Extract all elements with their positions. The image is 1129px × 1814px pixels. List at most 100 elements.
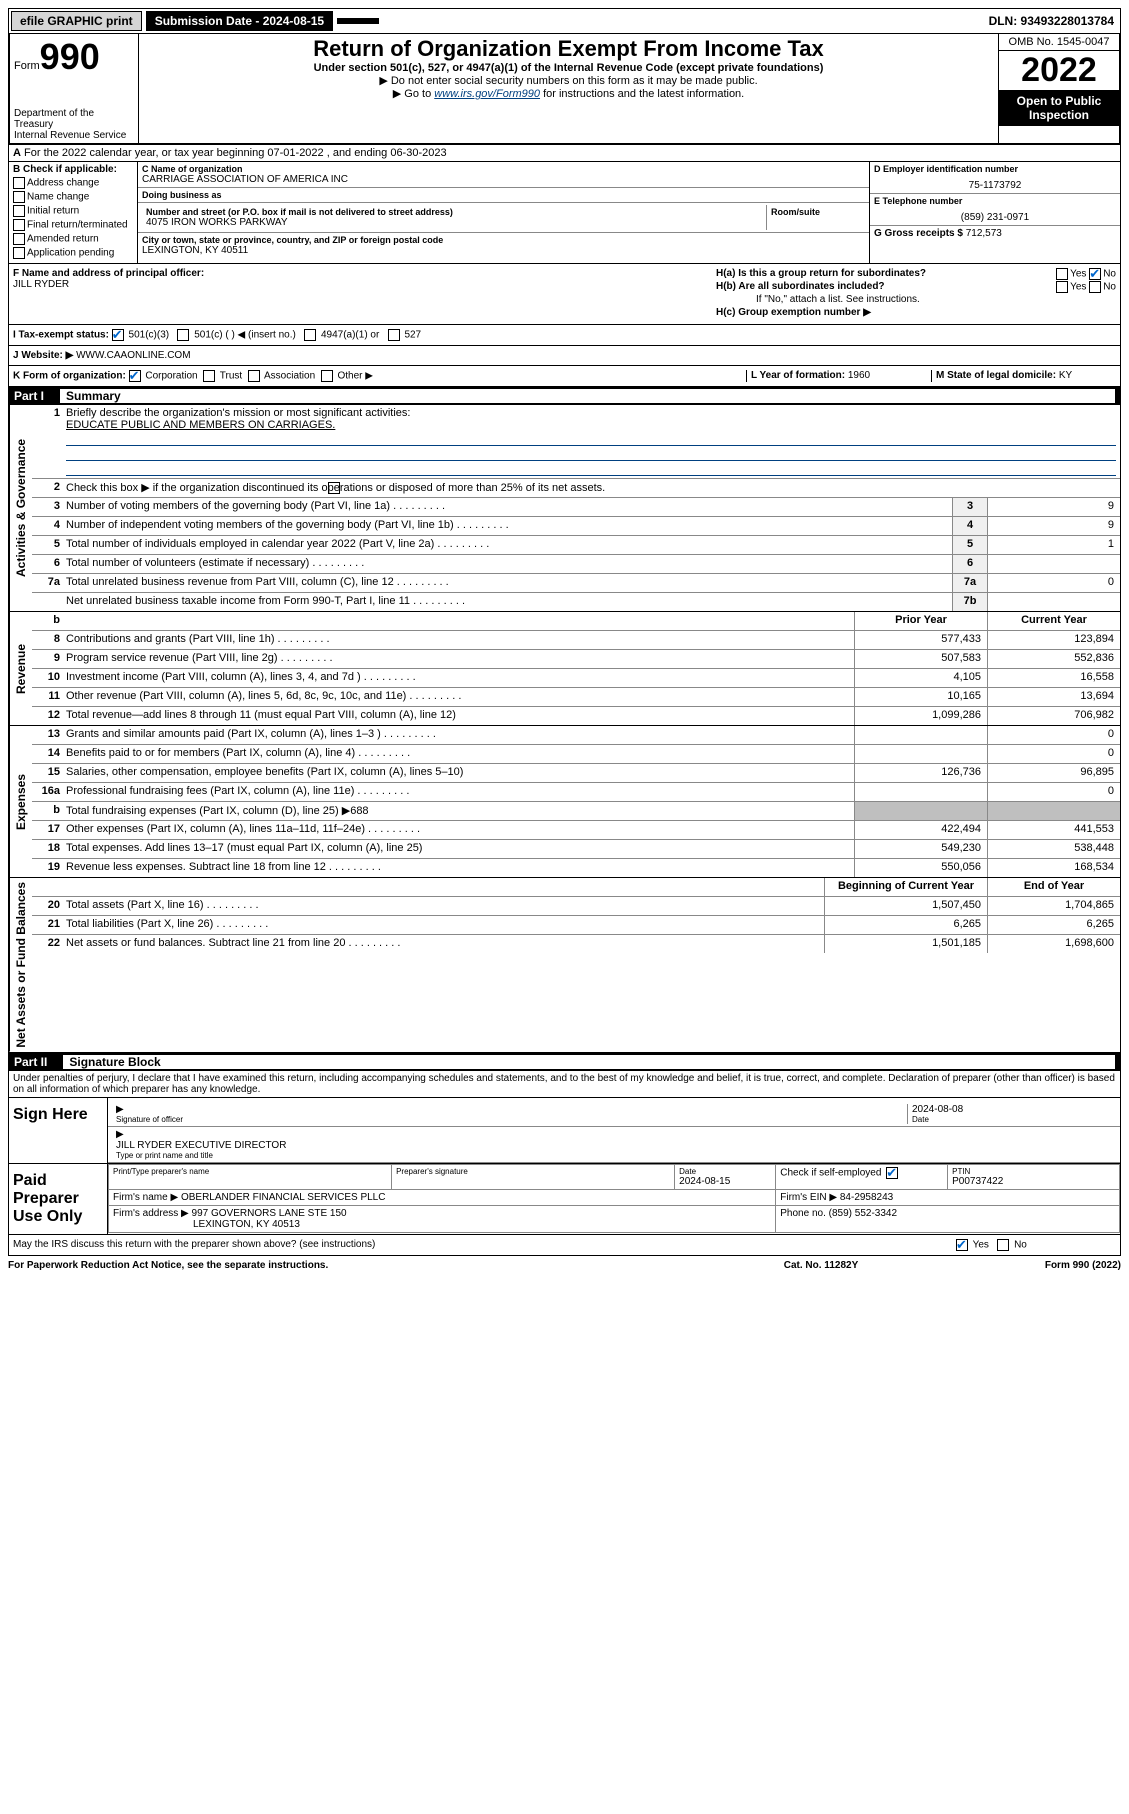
v5: 1 (987, 536, 1120, 554)
chk-501c[interactable] (177, 329, 189, 341)
open-public-label: Open to Public Inspection (999, 90, 1119, 126)
v8p: 577,433 (854, 631, 987, 649)
form-subtitle-3: ▶ Go to www.irs.gov/Form990 for instruct… (143, 87, 994, 100)
chk-ha-yes[interactable] (1056, 268, 1068, 280)
chk-self-employed[interactable] (886, 1167, 898, 1179)
chk-4947[interactable] (304, 329, 316, 341)
street-value: 4075 IRON WORKS PARKWAY (146, 217, 762, 228)
city-label: City or town, state or province, country… (142, 235, 865, 245)
tax-year: 2022 (999, 51, 1119, 90)
v6 (987, 555, 1120, 573)
form-subtitle-1: Under section 501(c), 527, or 4947(a)(1)… (143, 62, 994, 74)
chk-501c3[interactable] (112, 329, 124, 341)
footer-left: For Paperwork Reduction Act Notice, see … (8, 1260, 721, 1271)
phone-label: E Telephone number (874, 196, 1116, 206)
ha-label: H(a) Is this a group return for subordin… (716, 268, 926, 279)
chk-discontinued[interactable] (328, 482, 340, 494)
officer-name: JILL RYDER EXECUTIVE DIRECTOR (116, 1140, 1112, 1151)
ein-label: D Employer identification number (874, 164, 1116, 174)
dln: DLN: 93493228013784 (983, 12, 1120, 30)
block-bcdeg: B Check if applicable: Address change Na… (8, 162, 1121, 264)
v12c: 706,982 (987, 707, 1120, 725)
footer-right: Form 990 (2022) (921, 1260, 1121, 1271)
chk-final-return[interactable] (13, 219, 25, 231)
firm-addr1: 997 GOVERNORS LANE STE 150 (192, 1208, 347, 1219)
chk-trust[interactable] (203, 370, 215, 382)
irs-link[interactable]: www.irs.gov/Form990 (434, 88, 540, 100)
v11p: 10,165 (854, 688, 987, 706)
paid-preparer-label: Paid Preparer Use Only (9, 1164, 108, 1234)
v16bc (987, 802, 1120, 820)
firm-addr2: LEXINGTON, KY 40513 (113, 1219, 300, 1230)
f-name: JILL RYDER (13, 279, 708, 290)
form-label: Form990 (14, 36, 134, 78)
chk-name-change[interactable] (13, 191, 25, 203)
gross-receipts-value: 712,573 (966, 228, 1002, 239)
v20c: 1,704,865 (987, 897, 1120, 915)
f-label: F Name and address of principal officer: (13, 268, 204, 279)
col-b-checkboxes: B Check if applicable: Address change Na… (9, 162, 138, 263)
part-2-header: Part II Signature Block (8, 1053, 1121, 1071)
chk-assoc[interactable] (248, 370, 260, 382)
sig-date-value: 2024-08-08 (912, 1104, 1112, 1115)
hdr-current: Current Year (987, 612, 1120, 630)
row-klm: K Form of organization: Corporation Trus… (8, 366, 1121, 387)
v14c: 0 (987, 745, 1120, 763)
v17p: 422,494 (854, 821, 987, 839)
v10p: 4,105 (854, 669, 987, 687)
v9p: 507,583 (854, 650, 987, 668)
v3: 9 (987, 498, 1120, 516)
hc-label: H(c) Group exemption number ▶ (716, 307, 871, 318)
v14p (854, 745, 987, 763)
signature-block: Under penalties of perjury, I declare th… (8, 1071, 1121, 1256)
type-name-label: Type or print name and title (116, 1151, 1112, 1160)
prep-date: 2024-08-15 (679, 1176, 771, 1187)
chk-initial-return[interactable] (13, 205, 25, 217)
efile-button[interactable]: efile GRAPHIC print (11, 11, 142, 31)
chk-527[interactable] (388, 329, 400, 341)
hdr-prior: Prior Year (854, 612, 987, 630)
chk-hb-yes[interactable] (1056, 281, 1068, 293)
firm-phone: (859) 552-3342 (829, 1208, 897, 1219)
v19p: 550,056 (854, 859, 987, 877)
v17c: 441,553 (987, 821, 1120, 839)
chk-amended[interactable] (13, 233, 25, 245)
v16ap (854, 783, 987, 801)
hb-note: If "No," attach a list. See instructions… (716, 294, 1116, 305)
form-header: Form990 Department of the Treasury Inter… (8, 34, 1121, 145)
chk-app-pending[interactable] (13, 247, 25, 259)
chk-ha-no[interactable] (1089, 268, 1101, 280)
part-1-header: Part I Summary (8, 387, 1121, 405)
v7b (987, 593, 1120, 611)
chk-corp[interactable] (129, 370, 141, 382)
side-net: Net Assets or Fund Balances (9, 878, 32, 1052)
ptin-value: P00737422 (952, 1176, 1115, 1187)
firm-name: OBERLANDER FINANCIAL SERVICES PLLC (181, 1192, 386, 1203)
sign-here-label: Sign Here (9, 1098, 108, 1163)
chk-discuss-yes[interactable] (956, 1239, 968, 1251)
hdr-beg: Beginning of Current Year (824, 878, 987, 896)
v16ac: 0 (987, 783, 1120, 801)
v7a: 0 (987, 574, 1120, 592)
preparer-table: Print/Type preparer's name Preparer's si… (108, 1164, 1120, 1233)
chk-discuss-no[interactable] (997, 1239, 1009, 1251)
dept-label: Department of the Treasury Internal Reve… (14, 108, 134, 141)
chk-address-change[interactable] (13, 177, 25, 189)
form-number: 990 (40, 36, 100, 77)
may-discuss-label: May the IRS discuss this return with the… (13, 1239, 956, 1251)
org-name-label: C Name of organization (142, 164, 865, 174)
submission-date: Submission Date - 2024-08-15 (146, 11, 333, 31)
v22c: 1,698,600 (987, 935, 1120, 953)
chk-hb-no[interactable] (1089, 281, 1101, 293)
dba-label: Doing business as (142, 190, 865, 200)
v9c: 552,836 (987, 650, 1120, 668)
section-net-assets: Net Assets or Fund Balances Beginning of… (8, 878, 1121, 1053)
v4: 9 (987, 517, 1120, 535)
v21p: 6,265 (824, 916, 987, 934)
sig-officer-label: Signature of officer (116, 1115, 903, 1124)
v18c: 538,448 (987, 840, 1120, 858)
chk-other[interactable] (321, 370, 333, 382)
street-label: Number and street (or P.O. box if mail i… (146, 207, 762, 217)
omb-number: OMB No. 1545-0047 (999, 34, 1119, 51)
city-value: LEXINGTON, KY 40511 (142, 245, 865, 256)
